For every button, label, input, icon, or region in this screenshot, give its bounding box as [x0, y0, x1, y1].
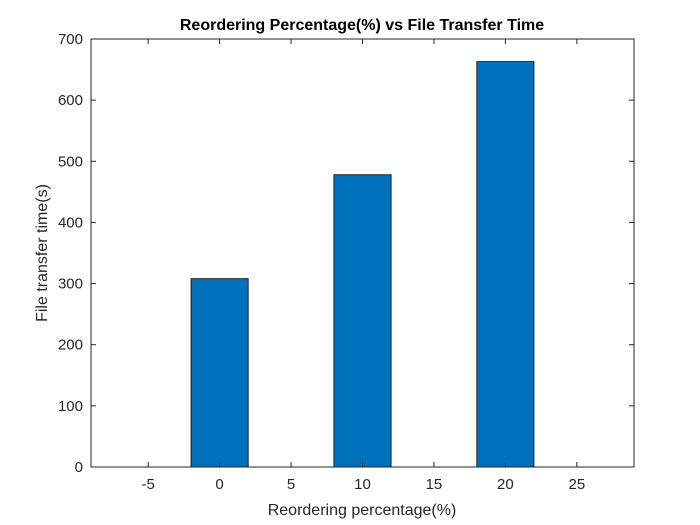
- y-axis-label: File transfer time(s): [34, 184, 51, 322]
- y-tick-label: 700: [58, 31, 83, 48]
- ticks-group: -5 0 5 10 15 20 25 0 100 200 300 400 500 600 700: [58, 31, 634, 493]
- x-tick-label: 0: [215, 476, 223, 493]
- y-tick-label: 200: [58, 337, 83, 354]
- y-tick-label: 400: [58, 214, 83, 231]
- bar-2: [476, 61, 535, 468]
- y-tick-label: 100: [58, 398, 83, 415]
- y-tick-label: 300: [58, 276, 83, 293]
- x-tick-label: 25: [568, 476, 585, 493]
- x-tick-label: 15: [426, 476, 443, 493]
- bar-0: [190, 278, 249, 468]
- chart-title: Reordering Percentage(%) vs File Transfe…: [180, 17, 544, 34]
- x-tick-label: -5: [141, 476, 154, 493]
- x-tick-label: 10: [354, 476, 371, 493]
- y-tick-label: 0: [75, 459, 83, 476]
- axes-box: [90, 38, 635, 468]
- y-tick-label: 500: [58, 153, 83, 170]
- x-tick-label: 20: [497, 476, 514, 493]
- bars-group: [190, 61, 535, 468]
- x-axis-label: Reordering percentage(%): [268, 502, 457, 519]
- bar-1: [333, 174, 392, 468]
- y-tick-label: 600: [58, 92, 83, 109]
- x-tick-label: 5: [287, 476, 295, 493]
